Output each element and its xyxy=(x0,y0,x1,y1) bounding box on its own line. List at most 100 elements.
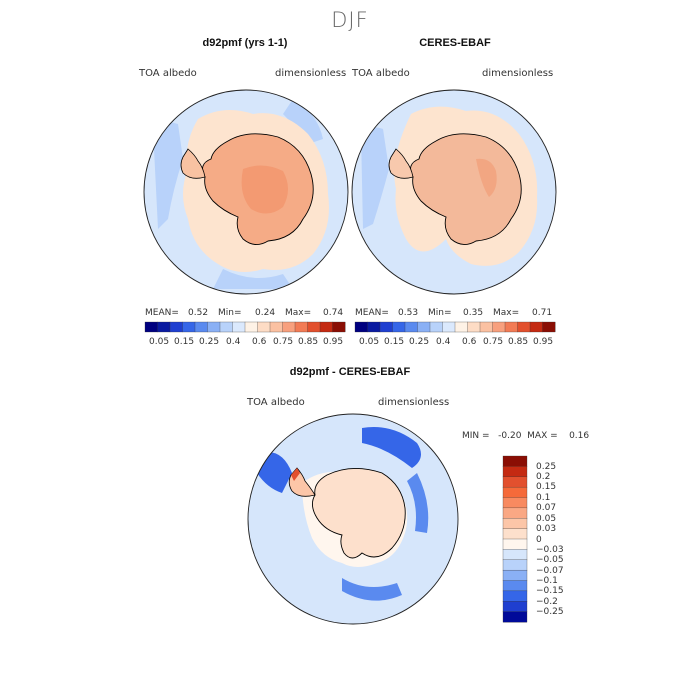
left-colorbar-tick: 0.75 xyxy=(273,337,294,347)
right-colorbar-tick: 0.15 xyxy=(384,337,405,347)
colorbar-swatch xyxy=(502,476,528,488)
right-units-label: dimensionless xyxy=(482,68,554,79)
colorbar-swatch xyxy=(307,321,321,333)
left-plateau-high-albedo xyxy=(241,165,288,214)
colorbar-swatch xyxy=(479,321,493,333)
diff-colorbar-tick: 0.1 xyxy=(536,493,551,503)
colorbar-swatch xyxy=(257,321,271,333)
left-colorbar-tick: 0.05 xyxy=(149,337,170,347)
left-max-label: Max= xyxy=(285,308,312,318)
colorbar-swatch xyxy=(442,321,456,333)
left-colorbar-tick: 0.25 xyxy=(199,337,220,347)
colorbar-swatch xyxy=(244,321,258,333)
colorbar-swatch xyxy=(144,321,158,333)
colorbar-swatch xyxy=(502,601,528,613)
right-panel-title: CERES-EBAF xyxy=(419,37,491,49)
right-mean-label: MEAN= xyxy=(355,308,389,318)
diff-colorbar-tick: −0.25 xyxy=(536,607,564,617)
diff-colorbar-tick: 0.05 xyxy=(536,514,557,524)
diff-colorbar-tick: 0.2 xyxy=(536,472,551,482)
colorbar-swatch xyxy=(502,590,528,602)
colorbar-swatch xyxy=(454,321,468,333)
right-min-label: Min= xyxy=(428,308,452,318)
colorbar-swatch xyxy=(492,321,506,333)
left-polar-map xyxy=(143,89,349,295)
colorbar-swatch xyxy=(219,321,233,333)
left-min-label: Min= xyxy=(218,308,242,318)
colorbar-swatch xyxy=(294,321,308,333)
left-min-value: 0.24 xyxy=(255,308,276,318)
diff-colorbar-tick: −0.2 xyxy=(536,597,558,607)
colorbar-swatch xyxy=(379,321,393,333)
left-colorbar-tick: 0.4 xyxy=(226,337,241,347)
left-colorbar-tick: 0.15 xyxy=(174,337,195,347)
right-colorbar-tick: 0.6 xyxy=(462,337,477,347)
diff-colorbar-tick: 0 xyxy=(536,535,542,545)
right-variable-label: TOA albedo xyxy=(352,68,410,79)
season-title: DJF xyxy=(331,8,369,32)
left-units-label: dimensionless xyxy=(275,68,347,79)
diff-min-max: MIN = -0.20 MAX = 0.16 xyxy=(462,431,590,441)
diff-negative-bias-north xyxy=(362,427,421,468)
diff-colorbar-tick: −0.03 xyxy=(536,545,564,555)
diff-colorbar-tick: −0.05 xyxy=(536,555,564,565)
left-max-value: 0.74 xyxy=(323,308,344,318)
right-plateau-high-albedo xyxy=(476,158,497,197)
diff-polar-map xyxy=(247,413,459,625)
colorbar-swatch xyxy=(194,321,208,333)
colorbar-swatch xyxy=(282,321,296,333)
left-variable-label: TOA albedo xyxy=(139,68,197,79)
colorbar-swatch xyxy=(502,538,528,550)
left-colorbar-tick: 0.6 xyxy=(252,337,267,347)
diff-colorbar-tick: 0.07 xyxy=(536,503,557,513)
colorbar-swatch xyxy=(169,321,183,333)
colorbar-swatch xyxy=(332,321,346,333)
colorbar-swatch xyxy=(504,321,518,333)
colorbar-swatch xyxy=(542,321,556,333)
colorbar-swatch xyxy=(502,569,528,581)
right-colorbar-tick: 0.85 xyxy=(508,337,529,347)
colorbar-swatch xyxy=(319,321,333,333)
colorbar-swatch xyxy=(502,518,528,530)
colorbar-swatch xyxy=(429,321,443,333)
colorbar-swatch xyxy=(502,507,528,519)
colorbar-swatch xyxy=(529,321,543,333)
diff-colorbar-tick: −0.1 xyxy=(536,576,558,586)
colorbar-swatch xyxy=(157,321,171,333)
left-mean-value: 0.52 xyxy=(188,308,209,318)
colorbar-swatch xyxy=(417,321,431,333)
left-colorbar xyxy=(144,321,346,333)
right-map-border xyxy=(351,89,557,295)
right-antarctic-peninsula xyxy=(388,148,414,179)
colorbar-swatch xyxy=(467,321,481,333)
right-colorbar-tick: 0.75 xyxy=(483,337,504,347)
diff-colorbar-tick: 0.03 xyxy=(536,524,557,534)
colorbar-swatch xyxy=(502,455,528,467)
colorbar-swatch xyxy=(502,580,528,592)
colorbar-swatch xyxy=(502,559,528,571)
left-low-albedo-region-ne xyxy=(283,99,323,144)
left-low-albedo-region xyxy=(153,122,183,229)
diff-variable-label: TOA albedo xyxy=(247,397,305,408)
diff-negative-bias-east xyxy=(407,473,429,533)
colorbar-swatch xyxy=(207,321,221,333)
colorbar-swatch xyxy=(502,497,528,509)
diff-colorbar-tick: −0.07 xyxy=(536,566,564,576)
colorbar-swatch xyxy=(502,486,528,498)
left-mean-label: MEAN= xyxy=(145,308,179,318)
right-max-label: Max= xyxy=(493,308,520,318)
colorbar-swatch xyxy=(269,321,283,333)
right-polar-map xyxy=(351,89,557,295)
right-colorbar xyxy=(354,321,556,333)
left-low-albedo-region-s xyxy=(213,269,293,289)
right-colorbar-tick: 0.05 xyxy=(359,337,380,347)
colorbar-swatch xyxy=(517,321,531,333)
left-antarctic-peninsula xyxy=(180,148,206,179)
right-colorbar-tick: 0.95 xyxy=(533,337,554,347)
colorbar-swatch xyxy=(354,321,368,333)
colorbar-swatch xyxy=(404,321,418,333)
right-colorbar-tick: 0.25 xyxy=(409,337,430,347)
colorbar-swatch xyxy=(367,321,381,333)
diff-antarctica-land xyxy=(312,468,406,559)
diff-negative-bias-south xyxy=(342,578,402,601)
